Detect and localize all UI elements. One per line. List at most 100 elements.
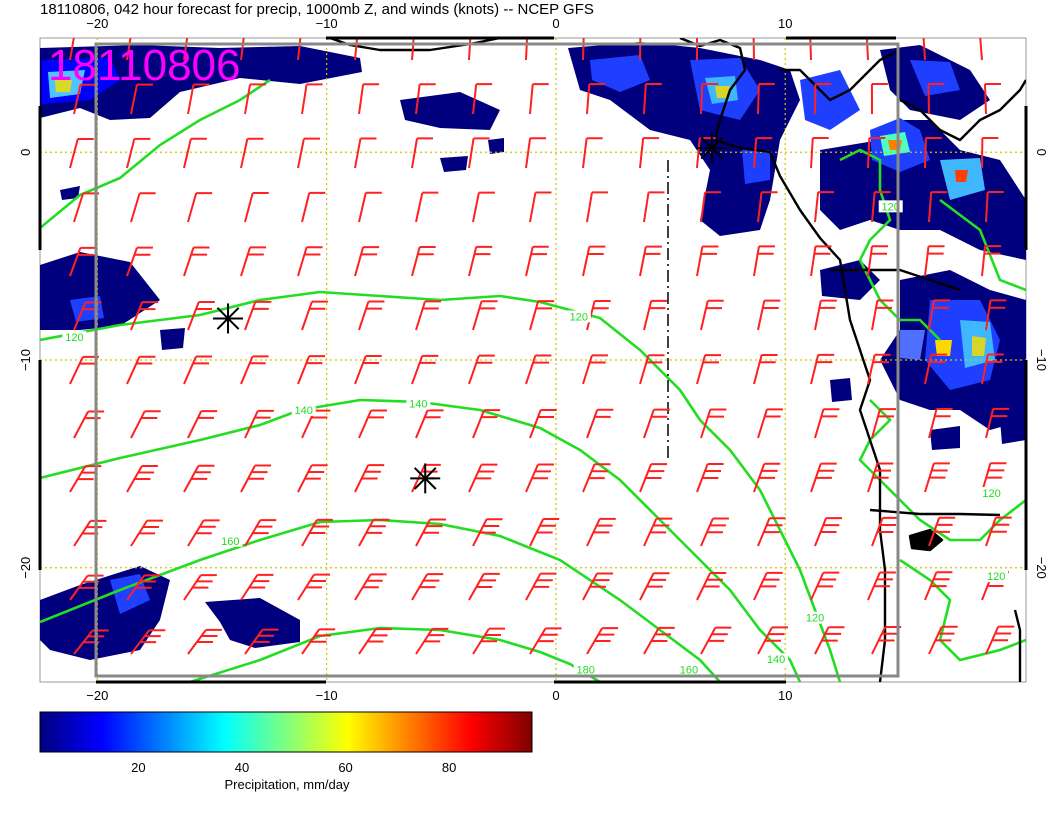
wind-barb [700,191,722,223]
wind-barb [928,191,948,223]
wind-barb [753,137,773,169]
wind-barb [582,572,613,601]
wind-barb [582,354,608,385]
wind-barb [753,353,778,385]
contour-label-bg [979,487,1004,500]
wind-barb [468,463,498,493]
wind-barb [358,300,385,331]
wind-barb [301,300,328,331]
wind-barb [814,626,845,655]
wind-barb [297,573,331,601]
contour-label-bg [764,653,789,666]
wind-barb [639,354,665,385]
wind-barb [586,517,616,547]
contour-label-bg [218,534,243,547]
lat-tick-label: 0 [1034,149,1049,156]
colorbar-ticks: 20 40 60 80 [131,760,456,775]
contour-label: 180 [577,665,595,677]
wind-barb [700,626,732,655]
wind-barb [240,137,264,169]
wind-barb [525,354,552,385]
wind-barb [411,137,434,169]
wind-barb [582,137,603,169]
colorbar-label: Precipitation, mm/day [225,777,350,792]
contour-label-bg [566,310,591,323]
wind-barb [586,191,608,223]
wind-barb [183,574,217,601]
wind-barb [69,246,97,277]
wind-barb [183,464,215,493]
wind-barb [757,191,778,223]
wind-barb [240,246,267,277]
contour-line-coast-4 [939,198,1026,292]
wind-barb [985,407,1010,439]
lat-tick-label: −20 [18,557,33,579]
low-pressure-markers [213,133,727,494]
lat-tick-label: −20 [1034,557,1049,579]
wind-barb [411,354,439,385]
wind-barb [757,408,783,439]
wind-barb [73,83,97,115]
wind-barb [643,408,670,439]
wind-barb [753,571,783,601]
wind-barb [244,83,267,115]
wind-barb [525,245,549,277]
colorbar-tick-label: 20 [131,760,145,775]
contour-label-bg [984,570,1009,583]
wind-barb [358,191,382,223]
wind-barb [187,83,210,115]
wind-barb [244,300,272,331]
colorbar-tick-label: 80 [442,760,456,775]
contour-label-bg [803,611,828,624]
wind-barb [358,628,392,655]
wind-barb [183,246,210,277]
axis-ticks-horizontal [96,36,896,684]
lon-tick-labels-top: −20 −10 0 10 [86,16,792,31]
wind-barb [240,464,272,493]
wind-barb [639,245,662,277]
wind-barb [810,137,829,169]
wind-barb [757,83,775,115]
coastline-africa-west [679,38,887,682]
wind-barb [187,192,213,223]
wind-barb [922,38,926,61]
wind-barb [472,627,505,655]
wind-barb [924,137,942,169]
star-marker [696,133,727,164]
contour-label: 160 [680,665,698,677]
contour-label: 140 [767,654,785,666]
wind-barb [582,463,611,493]
contour-line-180 [189,626,601,682]
wind-barb [810,462,837,493]
wind-barb [639,137,660,169]
wind-barb [415,627,449,655]
wind-barb [69,138,94,169]
wind-barb [981,245,1002,277]
wind-barb [753,462,781,493]
wind-barb [468,572,500,601]
wind-barb [126,355,156,385]
wind-barb [757,517,786,547]
wind-barb [297,464,328,493]
wind-barb [814,83,832,115]
wind-barb [928,407,953,439]
wind-barb [700,517,729,547]
wind-barb [187,519,220,547]
wind-barb [924,245,945,277]
wind-barb [301,83,323,115]
geopotential-contours [40,78,1026,682]
wind-barb [415,409,444,439]
wind-barb [810,353,835,385]
wind-barb [700,83,719,115]
lat-tick-labels-left: 0 −10 −20 [18,149,33,579]
wind-barb [472,409,501,439]
wind-barb [354,354,382,385]
contour-label: 120 [806,613,824,625]
contour-label-bg [406,397,431,410]
wind-barb [643,626,675,655]
coastline-gulf [899,79,1026,142]
star-marker [410,463,441,494]
wind-barb [472,83,493,115]
wind-barb [411,245,436,277]
lat-tick-label: 0 [18,149,33,156]
